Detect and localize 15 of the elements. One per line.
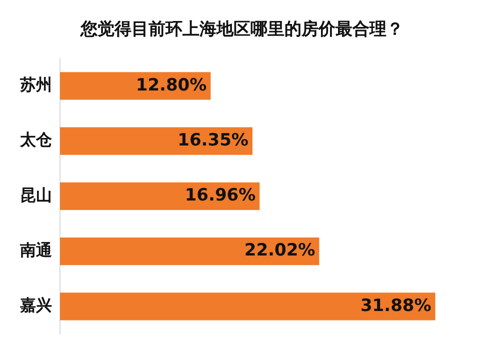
data-label: 22.02% <box>244 240 316 261</box>
y-tick-label: 南通 <box>19 240 53 260</box>
data-label: 16.35% <box>178 130 248 150</box>
y-tick-label: 苏州 <box>19 75 52 94</box>
y-tick-label: 嘉兴 <box>20 296 52 315</box>
bar <box>60 182 260 210</box>
y-tick-label: 昆山 <box>20 185 52 204</box>
y-tick-label: 太仓 <box>19 130 53 150</box>
data-label: 12.80% <box>136 75 207 96</box>
bar <box>60 127 252 155</box>
chart-title: 您觉得目前环上海地区哪里的房价最合理？ <box>80 20 404 40</box>
data-label: 31.88% <box>360 296 432 316</box>
bar <box>60 292 436 320</box>
bar <box>60 238 320 266</box>
data-label: 16.96% <box>184 186 256 206</box>
